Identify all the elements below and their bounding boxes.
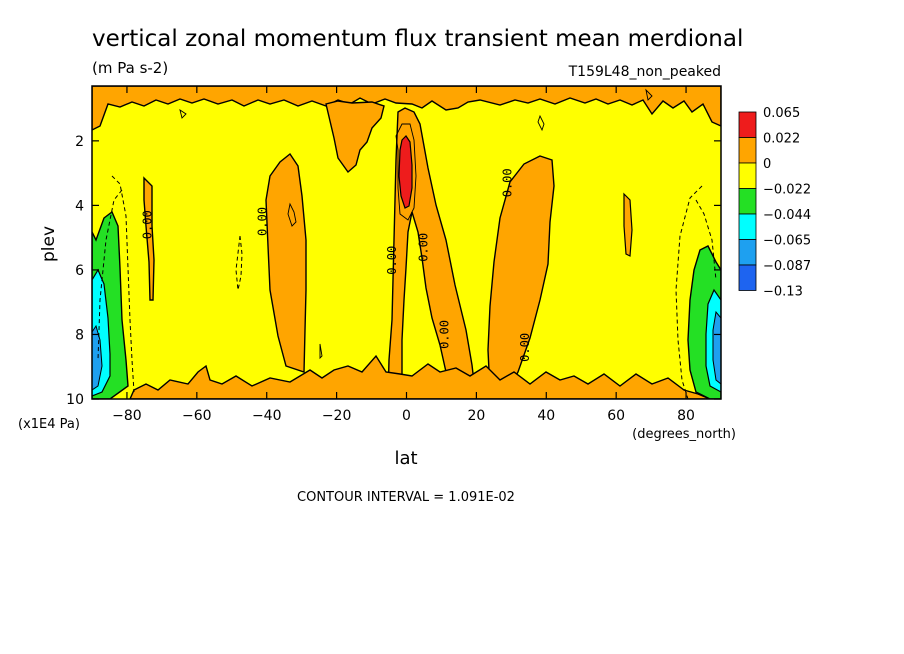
colorbar-swatch — [738, 264, 757, 291]
x-tick-label: 0 — [402, 408, 411, 424]
contour-label: 0.00 — [518, 333, 532, 362]
y-tick-label: 4 — [75, 198, 84, 214]
x-axis-units: (degrees_north) — [632, 427, 736, 442]
orange-region-upper-tongue — [325, 100, 385, 174]
plot-area — [92, 86, 721, 399]
contour-interval-text: CONTOUR INTERVAL = 1.091E-02 — [297, 490, 515, 505]
colorbar-label: −0.13 — [763, 285, 803, 300]
colorbar-swatch — [738, 137, 757, 164]
y-tick-label: 10 — [66, 392, 84, 408]
y-tick-label: 6 — [75, 263, 84, 279]
x-tick-label: −60 — [182, 408, 212, 424]
contour-label: 0.00 — [385, 246, 399, 275]
x-tick-label: −20 — [322, 408, 352, 424]
colorbar: 0.065 0.022 0 −0.022 −0.044 −0.065 −0.087 −0.13 — [738, 106, 811, 300]
x-axis-label: lat — [394, 448, 417, 469]
y-axis-label: plev — [39, 226, 59, 262]
orange-region-65N — [623, 192, 633, 257]
x-axis: −80 −60 −40 −20 0 20 40 60 80 — [112, 86, 695, 424]
contour-label: 0.00 — [256, 207, 270, 236]
colorbar-swatch — [738, 239, 757, 266]
x-tick-label: 80 — [677, 408, 695, 424]
colorbar-swatch — [738, 188, 757, 215]
orange-region-top — [92, 86, 721, 131]
blue-region-north — [712, 310, 721, 385]
chart-title: vertical zonal momentum flux transient m… — [92, 26, 743, 52]
inner-contours — [179, 88, 653, 360]
x-tick-label: 20 — [467, 408, 485, 424]
red-maximum-region — [398, 135, 413, 209]
colorbar-label: 0.065 — [763, 106, 800, 121]
orange-region-bottom — [129, 354, 711, 399]
colorbar-label: 0.022 — [763, 132, 800, 147]
blue-region-south — [92, 324, 103, 391]
x-tick-label: 60 — [607, 408, 625, 424]
colorbar-swatch — [738, 213, 757, 240]
contour-label: 0.00 — [437, 320, 451, 349]
y-tick-label: 8 — [75, 327, 84, 343]
y-axis-units: (x1E4 Pa) — [18, 417, 80, 432]
orange-region-30S — [265, 152, 307, 373]
contour-label: 0.00 — [500, 168, 514, 197]
x-tick-label: 40 — [537, 408, 555, 424]
contour-label: 0.00 — [140, 210, 154, 239]
y-axis: 2 4 6 8 10 — [66, 134, 721, 408]
colorbar-swatch — [738, 162, 757, 189]
negative-contours — [97, 175, 717, 399]
colorbar-swatch — [738, 111, 757, 138]
orange-region-75S — [143, 176, 155, 301]
colorbar-label: −0.065 — [763, 234, 811, 249]
contour-labels: 0.00 0.00 0.00 0.00 0.00 0.00 0.00 — [140, 168, 531, 361]
x-tick-label: −40 — [252, 408, 282, 424]
contour-label: 0.00 — [416, 233, 430, 262]
colorbar-label: 0 — [763, 157, 771, 172]
y-tick-label: 2 — [75, 134, 84, 150]
colorbar-label: −0.044 — [763, 208, 811, 223]
x-tick-label: −80 — [112, 408, 142, 424]
units-label: (m Pa s-2) — [92, 59, 168, 77]
colorbar-label: −0.087 — [763, 259, 811, 274]
colorbar-label: −0.022 — [763, 183, 811, 198]
dataset-label: T159L48_non_peaked — [568, 64, 721, 80]
